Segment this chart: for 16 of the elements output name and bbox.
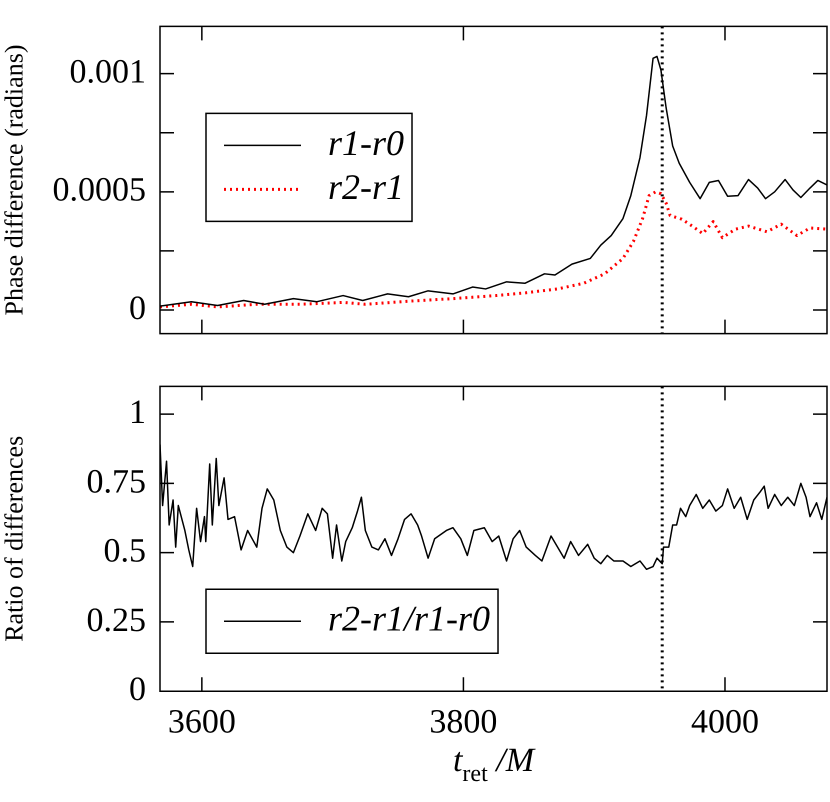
y-axis-title: Ratio of differences: [0, 436, 28, 642]
y-tick-label: 0.0005: [52, 172, 146, 209]
legend-label: r1-r0: [328, 122, 404, 163]
y-tick-label: 0.75: [86, 463, 146, 500]
x-tick-label: 4000: [690, 704, 759, 741]
y-tick-label: 0.25: [86, 602, 146, 639]
x-tick-label: 3600: [168, 704, 236, 741]
legend-label: r2-r1: [328, 166, 404, 207]
x-tick-label: 3800: [429, 704, 498, 741]
y-tick-label: 0: [129, 290, 146, 327]
y-tick-label: 0.5: [104, 532, 146, 570]
y-tick-label: 1: [129, 394, 146, 432]
legend-label: r2-r1/r1-r0: [328, 598, 490, 639]
y-axis-title: Phase difference (radians): [0, 44, 28, 316]
y-tick-label: 0: [129, 671, 146, 708]
y-tick-label: 0.001: [70, 54, 146, 91]
